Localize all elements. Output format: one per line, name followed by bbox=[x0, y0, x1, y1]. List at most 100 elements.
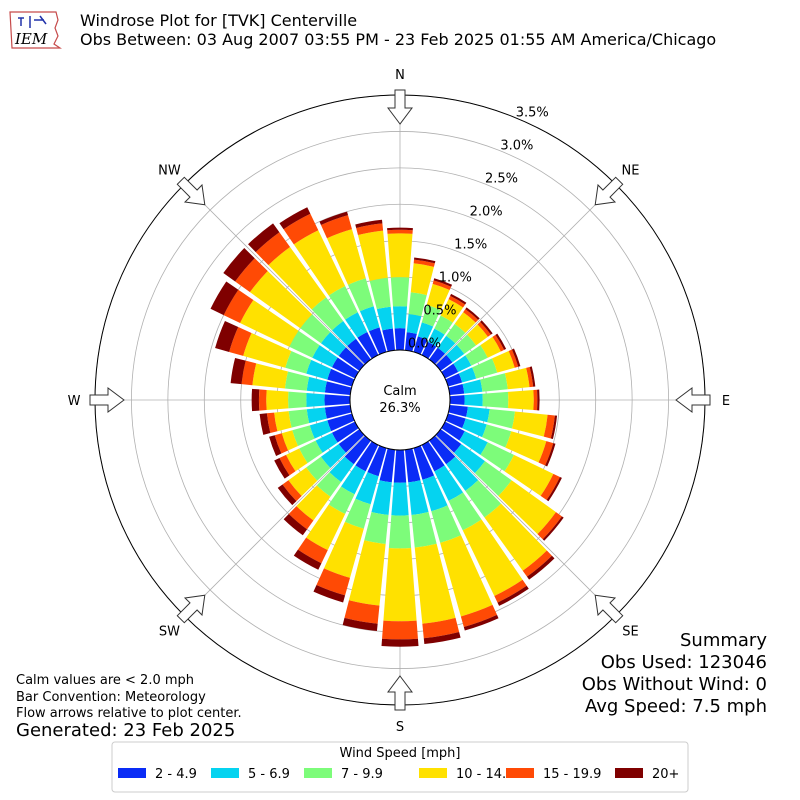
radial-tick-labels: 0.0% 0.5% 1.0% 1.5% 2.0% 2.5% 3.0% 3.5% bbox=[408, 105, 549, 351]
bar-segment bbox=[437, 335, 456, 354]
bar-segment bbox=[249, 270, 313, 329]
bar-segment bbox=[306, 504, 346, 551]
bar-segment bbox=[413, 259, 435, 267]
legend-label: 5 - 6.9 bbox=[248, 767, 290, 782]
bar-segment bbox=[329, 456, 354, 483]
flow-arrows bbox=[89, 89, 711, 711]
bar-segment bbox=[348, 540, 386, 606]
legend-swatch bbox=[506, 768, 534, 778]
bar-segment bbox=[482, 424, 512, 448]
bar-segment bbox=[279, 207, 311, 230]
bar-segment bbox=[526, 366, 534, 388]
bar-segment bbox=[440, 299, 464, 323]
bar-segment bbox=[545, 443, 556, 467]
bar-segment bbox=[266, 389, 289, 411]
bar-segment bbox=[498, 480, 556, 535]
bar-segment bbox=[533, 389, 538, 411]
bar-segment bbox=[288, 391, 307, 409]
note-bar-convention: Bar Convention: Meteorology bbox=[16, 690, 206, 705]
bar-segment bbox=[546, 476, 562, 502]
bar-segment bbox=[324, 394, 351, 406]
legend-label: 2 - 4.9 bbox=[155, 767, 197, 782]
bar-segment bbox=[229, 326, 252, 356]
grid-spoke bbox=[435, 435, 616, 616]
compass-label: W bbox=[68, 394, 81, 409]
bar-segment bbox=[433, 278, 453, 287]
bar-segment bbox=[215, 320, 239, 352]
bar-segment bbox=[453, 355, 472, 372]
bar-segment bbox=[356, 223, 384, 236]
bar-segment bbox=[387, 229, 413, 234]
bar-segment bbox=[342, 617, 378, 631]
bar-segment bbox=[379, 448, 396, 483]
bar-segment bbox=[480, 320, 493, 335]
bar-segment bbox=[448, 492, 482, 531]
bar-segment bbox=[422, 617, 460, 639]
bar-segment bbox=[277, 484, 297, 506]
bar-segment bbox=[414, 257, 436, 264]
bar-segment bbox=[345, 312, 368, 338]
bar-segment bbox=[355, 441, 379, 472]
bar-segment bbox=[462, 418, 487, 438]
bar-segment bbox=[383, 547, 417, 622]
bar-segment bbox=[408, 480, 429, 515]
bar-segment bbox=[376, 306, 393, 331]
bar-segment bbox=[449, 395, 465, 405]
notes-block: Calm values are < 2.0 mph Bar Convention… bbox=[16, 673, 242, 741]
bar-segment bbox=[327, 413, 355, 432]
bar-segment bbox=[223, 248, 255, 282]
flow-arrow-icon bbox=[89, 387, 125, 413]
summary-block: Summary Obs Used: 123046 Obs Without Win… bbox=[582, 630, 768, 717]
bar-segment bbox=[421, 304, 441, 327]
legend-swatch bbox=[118, 768, 146, 778]
calm-label: Calm bbox=[383, 384, 416, 399]
bar-segment bbox=[323, 521, 364, 578]
bar-segment bbox=[463, 614, 499, 631]
bar-segment bbox=[331, 357, 359, 379]
flow-arrow-icon bbox=[675, 387, 711, 413]
bar-segment bbox=[344, 435, 371, 465]
bar-segment bbox=[421, 341, 437, 359]
bar-segment bbox=[459, 431, 488, 455]
bar-segment bbox=[454, 444, 485, 474]
bar-segment bbox=[432, 280, 452, 291]
bar-segment bbox=[258, 389, 267, 411]
radial-tick-label: 1.0% bbox=[439, 270, 472, 285]
radial-tick-label: 0.0% bbox=[408, 336, 441, 351]
legend-frame bbox=[111, 741, 689, 793]
bar-segment bbox=[306, 456, 331, 481]
bar-segment bbox=[426, 283, 450, 310]
bar-segment bbox=[252, 363, 289, 389]
compass-labels: N NE E SE S SW W NW bbox=[68, 68, 731, 735]
bar-segment bbox=[235, 258, 268, 293]
bar-segment bbox=[417, 322, 434, 340]
bar-segment bbox=[266, 412, 278, 434]
grid-spoke bbox=[184, 184, 365, 365]
legend-swatch bbox=[419, 768, 447, 778]
bar-segment bbox=[472, 358, 498, 379]
iem-logo: IEM bbox=[9, 11, 62, 49]
bar-segment bbox=[454, 312, 476, 333]
bar-segment bbox=[448, 404, 468, 417]
bar-segment bbox=[368, 327, 387, 355]
bar-segment bbox=[382, 620, 418, 640]
bar-segment bbox=[463, 309, 479, 323]
bar-segment bbox=[465, 345, 488, 366]
bar-segment bbox=[538, 441, 554, 466]
bar-segment bbox=[320, 215, 352, 239]
bar-segment bbox=[309, 420, 332, 439]
bar-segment bbox=[508, 349, 519, 368]
bar-segment bbox=[382, 328, 396, 352]
note-flow-arrows: Flow arrows relative to plot center. bbox=[16, 706, 242, 721]
bar-segment bbox=[293, 549, 322, 570]
summary-avg-speed: Avg Speed: 7.5 mph bbox=[585, 696, 767, 717]
bar-segment bbox=[319, 211, 349, 225]
bar-segment bbox=[482, 391, 509, 409]
bar-segment bbox=[223, 289, 254, 324]
bar-segment bbox=[292, 425, 315, 447]
compass-label: NW bbox=[158, 163, 181, 178]
bar-segment bbox=[274, 411, 292, 432]
bar-segment bbox=[251, 388, 260, 412]
radial-tick-label: 1.5% bbox=[454, 237, 487, 252]
